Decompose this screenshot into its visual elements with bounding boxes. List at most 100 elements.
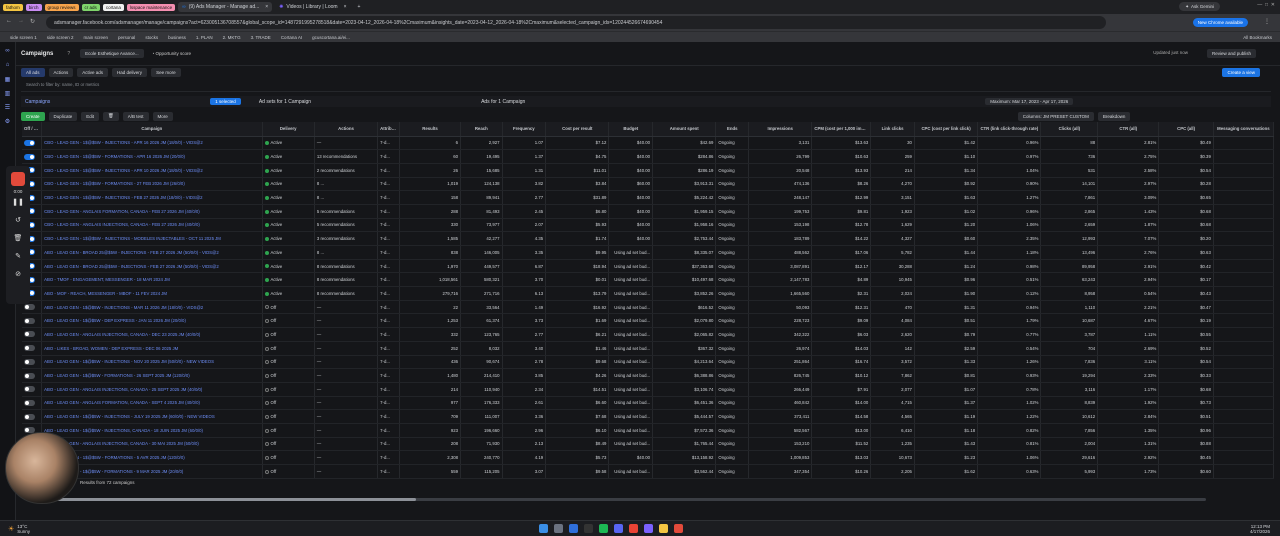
campaign-name[interactable]: ABO - LEAD GEN - 1$@$5W - INJECTIONS - J… [41,409,263,424]
campaign-name[interactable]: CBO - LEAD GEN - 1$@$5W - INJECTIONS - A… [41,136,263,151]
column-header[interactable]: Delivery [262,122,315,137]
edit-button[interactable]: Edit [81,111,100,121]
close-icon[interactable]: × [343,4,347,10]
toggle-switch[interactable] [22,368,43,383]
toggle-icon[interactable] [24,345,35,352]
bookmark-item[interactable]: gcuscortana.ai/ei... [312,34,350,40]
opportunity-score[interactable]: ◔ Opportunity score [152,51,192,56]
record-stop-icon[interactable] [11,172,25,186]
all-ads-filter[interactable]: All ads [21,67,45,77]
toggle-switch[interactable] [22,355,43,370]
cell-3[interactable]: — [314,136,379,151]
table-row[interactable]: CBO - LEAD GEN - 1$@$5W - FORMATIONS - 5… [22,450,1274,465]
clock[interactable]: 12:13 PM 4/17/2026 [1250,524,1270,534]
had-delivery-filter[interactable]: Had delivery [112,67,148,77]
campaign-name[interactable]: CBO - LEAD GEN - ANGLAIS FORMATION, CANA… [41,204,263,219]
restart-icon[interactable]: ↺ [15,217,21,224]
campaign-name[interactable]: ABO - LEAD GEN - ANGLAIS FORMATION, CANA… [41,396,263,411]
review-publish-button[interactable]: Review and publish [1206,49,1256,58]
table-row[interactable]: ABO - LEAD GEN - ANGLAIS INJECTIONS, CAN… [22,437,1274,452]
cell-3[interactable]: — [314,396,379,411]
campaign-name[interactable]: ABO - TMOF - ENGAGEMENT, MESSENGER - 18 … [41,272,263,288]
cell-3[interactable]: — [314,355,379,370]
create-view-button[interactable]: Create a view [1222,68,1260,77]
column-header[interactable]: Off / On [22,122,43,137]
campaign-name[interactable]: ABO - LEAD GEN - 1$@$5W - INJECTIONS - N… [41,355,263,370]
brave-icon[interactable] [674,524,683,533]
tab-ads[interactable]: Ads for 1 Campaign [481,98,526,105]
tab-campaigns[interactable]: Campaigns [25,98,51,105]
cell-3[interactable]: — [314,341,379,356]
cell-3[interactable]: 8 ... [314,177,379,192]
column-header[interactable]: Reach [460,122,503,137]
active-ads-filter[interactable]: Active ads [77,67,109,77]
bookmark-item[interactable]: stocks [145,34,159,40]
column-header[interactable]: Results [399,122,462,137]
table-row[interactable]: ABO - MOF - REACH, MESSENGER - MBOF - 11… [22,286,1274,301]
table-row[interactable]: CBO - LEAD GEN - 1$@$5W - FORMATIONS - 2… [22,177,1274,192]
breakdown-selector[interactable]: Breakdown [1097,111,1131,121]
table-row[interactable]: ABO - LEAD GEN - 1$@$5W - FORMATIONS - 2… [22,368,1274,383]
toggle-switch[interactable] [22,327,43,342]
toggle-icon[interactable] [24,358,35,365]
start-icon[interactable] [539,524,548,533]
campaign-name[interactable]: CBO - LEAD GEN - 1$@$5W - FORMATIONS - 2… [41,177,263,192]
cell-3[interactable]: — [314,313,379,329]
toggle-switch[interactable] [22,382,43,397]
bookmark-item[interactable]: Cortana AI [280,34,303,40]
table-row[interactable]: ABO - LEAD GEN - BROAD 25@$5W - INJECTIO… [22,259,1274,274]
campaign-name[interactable]: ABO - LEAD GEN - 1$@$5W - INJECTIONS, CA… [41,423,263,438]
table-row[interactable]: ABO - LEAD GEN - ANGLAIS INJECTIONS, CAN… [22,382,1274,397]
table-row[interactable]: CBO - LEAD GEN - 1$@$5W - INJECTIONS - M… [22,231,1274,246]
account-selector[interactable]: Ecole Esthetique Avance... [80,49,144,58]
see-more-filter[interactable]: See more [151,67,181,77]
actions-filter[interactable]: Actions [48,67,74,77]
pause-icon[interactable]: ❚❚ [12,199,24,206]
new-tab-button[interactable]: + [357,4,361,10]
campaign-name[interactable]: ABO - LEAD GEN - ANGLAIS INJECTIONS, CAN… [41,437,263,452]
date-range-picker[interactable]: Maximum: Mar 17, 2023 - Apr 17, 2026 [985,98,1074,105]
column-header[interactable]: Amount spent [652,122,717,137]
table-row[interactable]: CBO - LEAD GEN - 1$@$5W - INJECTIONS - A… [22,163,1274,178]
forward-icon[interactable]: → [18,18,24,24]
table-row[interactable]: ABO - LEAD GEN - 1$@$5W - INJECTIONS - J… [22,409,1274,424]
toggle-icon[interactable] [24,427,35,434]
cell-3[interactable]: 2 recommendations [314,163,379,178]
column-header[interactable]: Messaging conversations [1213,122,1274,137]
table-row[interactable]: ABO - LEAD GEN - 1$@$5W - DEP EXPRESS - … [22,313,1274,329]
bookmark-pill[interactable]: cortana [102,3,124,11]
toggle-icon[interactable] [24,317,35,324]
back-icon[interactable]: ← [6,18,12,24]
bookmark-pill[interactable]: lsspace maintenance [126,3,176,11]
cell-3[interactable]: — [314,464,379,479]
campaigns-icon[interactable]: ▦ [4,77,11,83]
horizontal-scrollbar[interactable] [56,498,1206,501]
cell-3[interactable]: 8 ... [314,190,379,205]
ab-test-button[interactable]: A/B test [122,111,149,121]
campaign-name[interactable]: CBO - LEAD GEN - 1$@$5W - FORMATIONS - A… [41,149,263,164]
reload-icon[interactable]: ↻ [30,19,36,25]
toggle-switch[interactable] [22,313,43,329]
webcam-bubble[interactable] [5,432,79,504]
cell-3[interactable]: — [314,409,379,424]
tab-adsets[interactable]: Ad sets for 1 Campaign [258,98,312,105]
toggle-icon[interactable] [24,304,35,311]
loom-icon[interactable] [644,524,653,533]
campaign-name[interactable]: ABO - LEAD GEN - BROAD 25@$5W - INJECTIO… [41,245,263,260]
column-header[interactable]: CTR (link click-through rate) [977,122,1042,137]
campaign-name[interactable]: ABO - LEAD GEN - 1$@$5W - FORMATIONS - 2… [41,368,263,383]
table-row[interactable]: ABO - LEAD GEN - ANGLAIS FORMATION, CANA… [22,396,1274,411]
bookmark-item[interactable]: All Bookmarks [1243,34,1272,40]
chart-icon[interactable]: ▥ [4,91,11,97]
column-header[interactable]: Attribution setting [377,122,400,137]
table-row[interactable]: ABO - LEAD GEN - ANGLAIS INJECTIONS, CAN… [22,327,1274,342]
bookmark-item[interactable]: business [168,34,186,40]
audience-icon[interactable]: ☰ [4,105,11,111]
column-header[interactable]: Link clicks [870,122,915,137]
bookmark-pill[interactable]: cr ads [81,3,100,11]
meta-logo-icon[interactable]: ∞ [5,48,10,54]
home-icon[interactable]: ⌂ [5,62,10,68]
toggle-icon[interactable] [24,331,35,338]
campaign-name[interactable]: CBO - LEAD GEN - 1$@$5W - FORMATIONS - 5… [41,450,263,465]
table-row[interactable]: ABO - LIKES - BROAD, WOMEN - DEP EXPRESS… [22,341,1274,356]
